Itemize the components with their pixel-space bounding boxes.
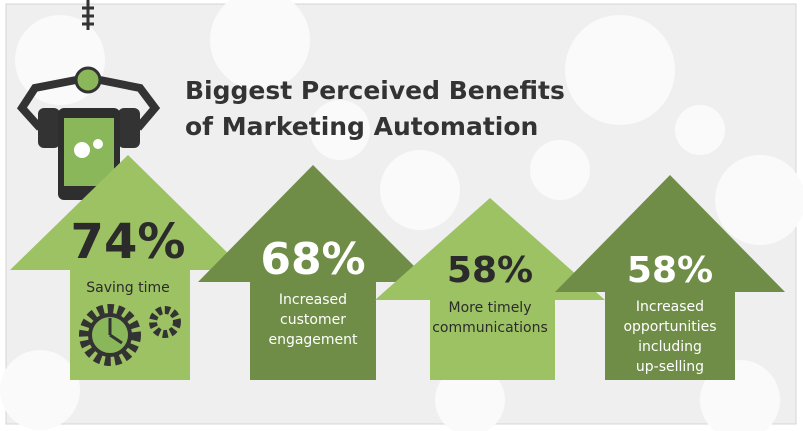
robot-arm [16, 0, 161, 200]
benefit-label: including [638, 339, 702, 355]
benefit-arrow: 58% More timely communications [375, 198, 605, 380]
gear-icons [79, 304, 181, 366]
arrow-shape [375, 198, 605, 380]
title-line: Biggest Perceived Benefits [185, 76, 565, 105]
arrow-shape [198, 165, 430, 380]
benefit-percent: 58% [627, 250, 713, 291]
benefit-label: up-selling [636, 359, 704, 375]
title-line: of Marketing Automation [185, 112, 538, 141]
benefit-label: Increased [279, 292, 347, 308]
benefit-label: Saving time [86, 280, 169, 296]
benefit-label: opportunities [623, 319, 716, 335]
benefit-percent: 58% [447, 250, 533, 291]
benefit-percent: 68% [260, 234, 365, 285]
benefit-label: engagement [268, 332, 358, 348]
benefit-label: Increased [636, 299, 704, 315]
arrows: 74% Saving time 68% Increased customer engage… [10, 155, 785, 380]
benefit-arrow: 68% Increased customer engagement [198, 165, 430, 380]
benefit-arrow: 58% Increased opportunities including up-sel… [555, 175, 785, 380]
benefit-label: customer [280, 312, 346, 328]
arrow-shape [10, 155, 245, 380]
benefit-percent: 74% [71, 214, 186, 270]
arrow-shape [555, 175, 785, 380]
benefit-label: communications [432, 320, 548, 336]
benefit-arrow: 74% Saving time [10, 155, 245, 380]
benefit-label: More timely [449, 300, 532, 316]
